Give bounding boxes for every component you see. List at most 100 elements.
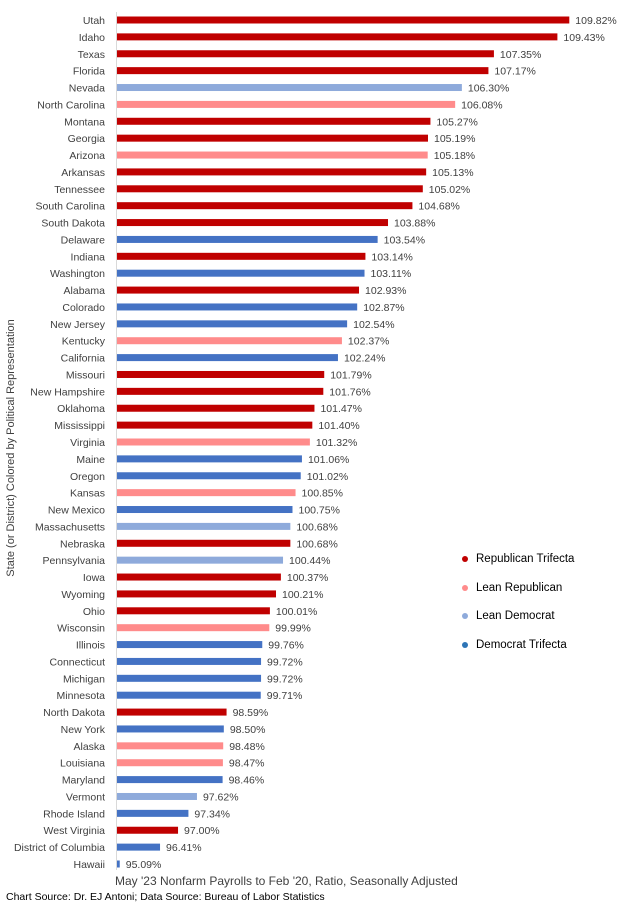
data-label-tennessee: 105.02% xyxy=(429,184,470,196)
category-label-vermont: Vermont xyxy=(66,791,105,803)
category-label-kansas: Kansas xyxy=(70,488,105,500)
data-label-massachusetts: 100.68% xyxy=(296,521,337,533)
bar-texas xyxy=(117,50,494,58)
category-label-new-mexico: New Mexico xyxy=(48,505,105,517)
legend-item-lean-democrat: Lean Democrat xyxy=(462,602,620,631)
legend-item-lean-republican: Lean Republican xyxy=(462,574,620,603)
data-label-north-carolina: 106.08% xyxy=(461,99,502,111)
data-label-kentucky: 102.37% xyxy=(348,336,389,348)
data-label-georgia: 105.19% xyxy=(434,133,475,145)
data-label-alabama: 102.93% xyxy=(365,285,406,297)
bar-arkansas xyxy=(117,168,427,176)
data-label-michigan: 99.72% xyxy=(267,673,303,685)
category-label-south-carolina: South Carolina xyxy=(36,201,106,213)
category-label-north-dakota: North Dakota xyxy=(43,707,105,719)
bar-north-carolina xyxy=(117,100,456,108)
data-label-utah: 109.82% xyxy=(575,15,616,27)
legend-marker-republican-trifecta xyxy=(462,556,468,563)
data-label-iowa: 100.37% xyxy=(287,572,328,584)
bar-new-mexico xyxy=(117,506,293,514)
data-label-missouri: 101.79% xyxy=(330,369,371,381)
legend-marker-democrat-trifecta xyxy=(462,641,468,648)
data-label-illinois: 99.76% xyxy=(268,640,304,652)
legend-item-democrat-trifecta: Democrat Trifecta xyxy=(462,631,620,660)
category-label-nevada: Nevada xyxy=(69,83,105,95)
data-label-hawaii: 95.09% xyxy=(126,859,162,871)
chart-source: Chart Source: Dr. EJ Antoni; Data Source… xyxy=(6,891,325,903)
bar-ohio xyxy=(117,607,270,615)
category-label-massachusetts: Massachusetts xyxy=(35,521,105,533)
bar-maine xyxy=(117,455,302,463)
bar-connecticut xyxy=(117,657,262,665)
category-label-washington: Washington xyxy=(50,268,105,280)
bar-south-carolina xyxy=(117,202,413,210)
category-label-new-jersey: New Jersey xyxy=(50,319,106,331)
data-label-ohio: 100.01% xyxy=(276,606,317,618)
bar-district-of-columbia xyxy=(117,843,161,851)
category-label-hawaii: Hawaii xyxy=(73,859,105,871)
legend: Republican Trifecta Lean Republican Lean… xyxy=(462,545,620,659)
legend-item-republican-trifecta: Republican Trifecta xyxy=(462,545,620,574)
category-label-district-of-columbia: District of Columbia xyxy=(14,842,105,854)
category-label-michigan: Michigan xyxy=(63,673,105,685)
category-label-idaho: Idaho xyxy=(79,32,105,44)
category-label-virginia: Virginia xyxy=(70,437,105,449)
category-label-colorado: Colorado xyxy=(62,302,105,314)
data-label-nevada: 106.30% xyxy=(468,83,509,95)
data-label-vermont: 97.62% xyxy=(203,791,239,803)
category-label-west-virginia: West Virginia xyxy=(44,825,106,837)
bar-california xyxy=(117,354,338,362)
category-label-missouri: Missouri xyxy=(66,369,105,381)
bar-oklahoma xyxy=(117,404,315,412)
data-label-north-dakota: 98.59% xyxy=(233,707,269,719)
bar-indiana xyxy=(117,252,366,260)
category-label-pennsylvania: Pennsylvania xyxy=(43,555,106,567)
data-label-florida: 107.17% xyxy=(494,66,535,78)
category-label-kentucky: Kentucky xyxy=(62,336,106,348)
data-label-new-mexico: 100.75% xyxy=(298,505,339,517)
category-label-arizona: Arizona xyxy=(69,150,105,162)
category-label-california: California xyxy=(61,353,106,365)
data-label-new-york: 98.50% xyxy=(230,724,266,736)
bar-alabama xyxy=(117,286,360,294)
data-label-indiana: 103.14% xyxy=(371,251,412,263)
data-label-idaho: 109.43% xyxy=(563,32,604,44)
category-label-maryland: Maryland xyxy=(62,775,105,787)
legend-label: Democrat Trifecta xyxy=(476,638,567,651)
category-label-georgia: Georgia xyxy=(68,133,106,145)
data-label-alaska: 98.48% xyxy=(229,741,265,753)
category-label-wyoming: Wyoming xyxy=(61,589,105,601)
category-label-new-hampshire: New Hampshire xyxy=(30,386,105,398)
category-label-texas: Texas xyxy=(78,49,105,61)
data-label-wisconsin: 99.99% xyxy=(275,623,311,635)
category-label-mississippi: Mississippi xyxy=(54,420,105,432)
data-label-california: 102.24% xyxy=(344,353,385,365)
category-label-arkansas: Arkansas xyxy=(61,167,105,179)
bar-south-dakota xyxy=(117,219,389,227)
bar-new-jersey xyxy=(117,320,348,328)
category-label-illinois: Illinois xyxy=(76,640,105,652)
category-label-south-dakota: South Dakota xyxy=(41,218,105,230)
category-label-ohio: Ohio xyxy=(83,606,105,618)
category-label-nebraska: Nebraska xyxy=(60,538,105,550)
category-label-minnesota: Minnesota xyxy=(57,690,106,702)
legend-label: Lean Republican xyxy=(476,581,563,594)
category-label-alaska: Alaska xyxy=(73,741,105,753)
category-label-indiana: Indiana xyxy=(71,251,106,263)
category-label-montana: Montana xyxy=(64,116,105,128)
data-label-montana: 105.27% xyxy=(436,116,477,128)
data-label-mississippi: 101.40% xyxy=(318,420,359,432)
bar-idaho xyxy=(117,33,558,41)
bar-west-virginia xyxy=(117,826,179,834)
bar-hawaii xyxy=(117,860,120,868)
bar-utah xyxy=(117,16,570,24)
bar-kentucky xyxy=(117,337,342,345)
bars-layer: Utah 109.82% Idaho 109.43% Texas 107.35% Flori… xyxy=(14,15,617,871)
bar-rhode-island xyxy=(117,809,189,817)
category-label-new-york: New York xyxy=(61,724,106,736)
data-label-south-dakota: 103.88% xyxy=(394,218,435,230)
y-axis-title-wrap: State (or District) Colored by Political… xyxy=(0,0,22,880)
category-label-utah: Utah xyxy=(83,15,105,27)
data-label-delaware: 103.54% xyxy=(384,234,425,246)
